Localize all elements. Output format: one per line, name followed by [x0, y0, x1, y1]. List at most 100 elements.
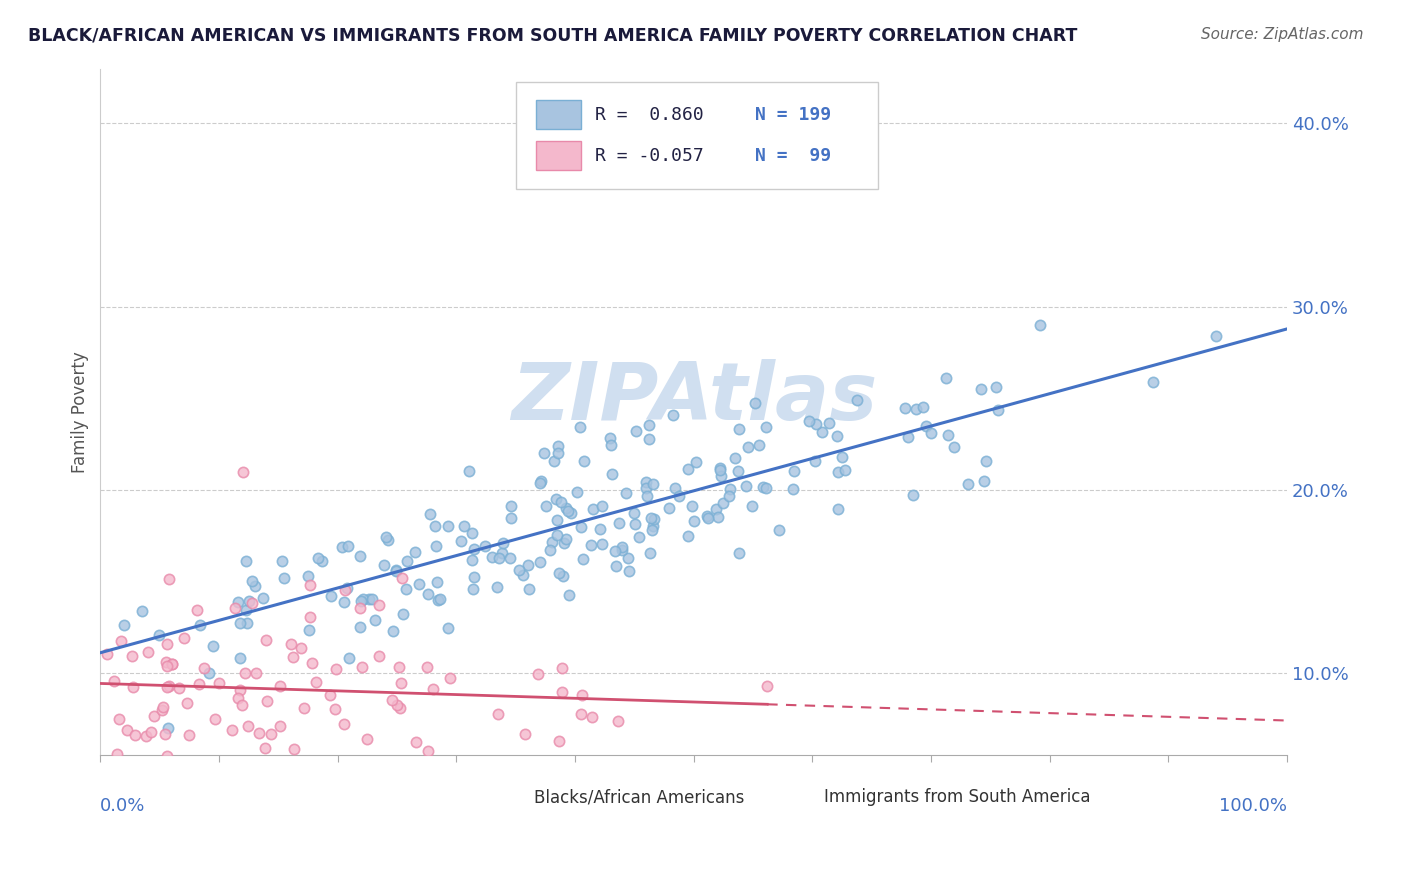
Point [463, 582, 485, 597]
Point [755, 419, 778, 434]
Point [605, 543, 627, 558]
Point [548, 566, 571, 581]
Point [240, 596, 263, 610]
Point [782, 482, 804, 496]
Point [437, 621, 460, 635]
Text: R = -0.057: R = -0.057 [595, 147, 704, 165]
Point [273, 571, 295, 585]
Point [461, 526, 484, 541]
Point [155, 637, 177, 651]
Point [894, 401, 917, 415]
Point [160, 657, 183, 671]
Point [718, 483, 741, 497]
Point [623, 507, 645, 521]
Point [817, 417, 839, 431]
Point [336, 582, 359, 596]
Point [422, 681, 444, 696]
Point [605, 559, 627, 574]
Point [553, 536, 575, 550]
Point [681, 499, 703, 513]
Point [499, 551, 522, 566]
Point [298, 578, 321, 592]
Point [614, 485, 637, 500]
Point [381, 693, 404, 707]
Point [706, 510, 728, 524]
Point [298, 624, 321, 638]
Point [546, 528, 568, 542]
Point [744, 395, 766, 409]
Point [676, 529, 699, 543]
Point [294, 701, 316, 715]
Point [904, 401, 927, 416]
Point [167, 681, 190, 696]
Point [546, 492, 568, 507]
Point [269, 679, 291, 693]
Point [591, 500, 613, 514]
Point [269, 719, 291, 733]
Point [553, 569, 575, 583]
Point [156, 721, 179, 735]
Point [571, 688, 593, 702]
Point [546, 513, 568, 527]
Point [240, 574, 263, 588]
Point [547, 445, 569, 459]
Point [915, 419, 938, 434]
Point [377, 533, 399, 547]
Point [307, 551, 329, 566]
Point [356, 732, 378, 747]
Point [727, 464, 749, 478]
Point [827, 465, 849, 479]
Point [193, 661, 215, 675]
Point [236, 719, 259, 733]
Point [117, 723, 139, 737]
Point [1142, 375, 1164, 389]
Point [508, 776, 530, 790]
Point [935, 370, 957, 384]
Point [391, 571, 413, 585]
Point [427, 592, 450, 607]
Point [186, 603, 208, 617]
Point [668, 489, 690, 503]
Point [229, 683, 252, 698]
Point [696, 509, 718, 524]
Point [515, 727, 537, 741]
Point [486, 706, 509, 721]
Point [806, 417, 828, 432]
Point [541, 535, 564, 549]
Point [232, 465, 254, 479]
Point [419, 507, 441, 521]
Point [529, 556, 551, 570]
Point [463, 570, 485, 584]
Point [252, 591, 274, 606]
Text: Immigrants from South America: Immigrants from South America [824, 789, 1091, 806]
Point [271, 554, 294, 568]
Point [357, 592, 380, 607]
Point [643, 512, 665, 526]
Point [678, 462, 700, 476]
Point [727, 422, 749, 436]
Point [157, 679, 180, 693]
Point [664, 482, 686, 496]
Point [628, 530, 651, 544]
Point [560, 506, 582, 520]
Point [301, 656, 323, 670]
Point [499, 499, 522, 513]
Point [557, 504, 579, 518]
Point [262, 762, 284, 776]
Point [574, 454, 596, 468]
Point [153, 727, 176, 741]
Point [607, 516, 630, 530]
Point [474, 539, 496, 553]
Point [321, 589, 343, 603]
Point [709, 463, 731, 477]
Point [461, 553, 484, 567]
Point [624, 424, 647, 438]
Point [323, 702, 346, 716]
Point [636, 475, 658, 490]
Point [364, 614, 387, 628]
Point [768, 523, 790, 537]
Point [920, 426, 942, 441]
Point [704, 502, 727, 516]
Point [368, 598, 391, 612]
Point [256, 694, 278, 708]
